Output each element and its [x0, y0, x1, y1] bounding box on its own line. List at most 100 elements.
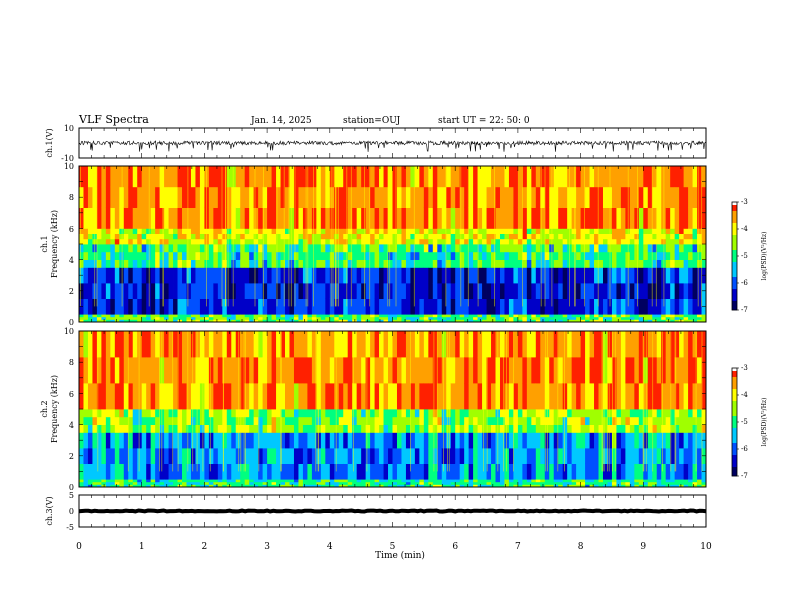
spectrogram-cell — [482, 432, 487, 449]
spectrogram-cell — [647, 244, 653, 253]
spectrogram-cell — [611, 424, 617, 433]
spectrogram-cell — [132, 166, 138, 188]
spectrogram-cell — [137, 416, 143, 425]
spectrogram-cell — [132, 331, 138, 358]
spectrogram-cell — [414, 314, 420, 318]
spectrogram-cell — [123, 316, 129, 320]
spectrogram-cell — [289, 448, 295, 464]
spectrogram-cell — [226, 481, 232, 485]
spectrogram-cell — [137, 357, 143, 384]
spectrogram-cell — [365, 479, 371, 483]
spectrogram-cell — [517, 244, 523, 253]
spectrogram-cell — [535, 357, 541, 384]
spectrogram-cell — [594, 314, 599, 318]
spectrogram-cell — [101, 314, 107, 318]
spectrogram-cell — [177, 484, 183, 488]
spectrogram-cell — [132, 228, 138, 234]
spectrogram-cell — [491, 481, 496, 485]
spectrogram-cell — [540, 186, 546, 208]
spectrogram-cell — [114, 424, 120, 433]
spectrogram-cell — [499, 481, 505, 485]
spectrogram-cell — [114, 244, 120, 253]
spectrogram-cell — [347, 424, 353, 433]
spectrogram-cell — [620, 298, 626, 315]
spectrogram-cell — [656, 448, 662, 464]
spectrogram-cell — [293, 233, 299, 240]
spectrogram-cell — [137, 316, 143, 320]
spectrogram-cell — [258, 409, 264, 418]
spectrogram-cell — [343, 233, 349, 240]
spectrogram-cell — [307, 238, 313, 245]
spectrogram-cell — [128, 448, 134, 464]
spectrogram-cell — [276, 166, 281, 188]
spectrogram-cell — [280, 316, 286, 320]
spectrogram-cell — [119, 316, 125, 320]
spectrogram-cell — [396, 432, 402, 449]
spectrogram-cell — [276, 251, 281, 260]
spectrogram-cell — [513, 479, 519, 483]
spectrogram-cell — [123, 298, 129, 315]
spectrogram-cell — [486, 432, 492, 449]
spectrogram-cell — [370, 463, 375, 480]
impulse-streak — [652, 331, 654, 472]
spectrogram-cell — [128, 357, 134, 384]
spectrogram-cell — [513, 316, 519, 320]
spectrogram-cell — [311, 186, 317, 208]
spectrogram-cell — [249, 484, 255, 488]
spectrogram-cell — [141, 484, 147, 488]
spectrogram-cell — [226, 479, 232, 483]
spectrogram-cell — [607, 314, 613, 318]
spectrogram-cell — [495, 316, 501, 320]
spectrogram-cell — [199, 383, 205, 410]
spectrogram-cell — [155, 259, 161, 268]
spectrogram-cell — [293, 484, 299, 488]
spectrogram-cell — [379, 484, 384, 488]
spectrogram-cell — [285, 479, 290, 483]
spectrogram-cell — [249, 409, 255, 418]
spectrogram-cell — [231, 463, 237, 480]
spectrogram-cell — [208, 233, 214, 240]
spectrogram-cell — [199, 316, 205, 320]
spectrogram-cell — [119, 424, 125, 433]
spectrogram-cell — [405, 319, 411, 323]
spectrogram-cell — [289, 357, 295, 384]
impulse-streak — [513, 331, 514, 472]
spectrogram-cell — [571, 424, 577, 433]
impulse-streak — [447, 331, 448, 472]
spectrogram-cell — [173, 484, 178, 488]
spectrogram-cell — [455, 244, 461, 253]
spectrogram-cell — [177, 259, 183, 268]
spectrogram-cell — [217, 479, 223, 483]
spectrogram-cell — [204, 331, 210, 358]
spectrogram-cell — [329, 481, 335, 485]
spectrogram-cell — [661, 319, 667, 323]
colorbar-step — [732, 223, 737, 227]
spectrogram-cell — [522, 463, 528, 480]
spectrogram-cell — [643, 409, 649, 418]
spectrogram-cell — [316, 233, 322, 240]
spectrogram-cell — [96, 463, 102, 480]
spectrogram-cell — [540, 228, 546, 234]
impulse-streak — [161, 331, 163, 472]
spectrogram-cell — [441, 251, 447, 260]
spectrogram-cell — [190, 251, 196, 260]
spectrogram-cell — [656, 186, 662, 208]
spectrogram-cell — [553, 448, 559, 464]
spectrogram-cell — [388, 484, 393, 488]
spectrogram-cell — [634, 409, 640, 418]
spectrogram-cell — [213, 186, 219, 208]
spectrogram-cell — [141, 383, 147, 410]
spectrogram-cell — [508, 207, 514, 229]
spectrogram-cell — [562, 316, 568, 320]
spectrogram-cell — [298, 484, 304, 488]
spectrogram-cell — [513, 424, 519, 433]
spectrogram-cell — [96, 251, 102, 260]
spectrogram-cell — [204, 298, 210, 315]
spectrogram-cell — [105, 238, 111, 245]
spectrogram-cell — [267, 316, 272, 320]
spectrogram-cell — [195, 298, 201, 315]
spectrogram-cell — [96, 283, 102, 299]
spectrogram-cell — [280, 479, 286, 483]
spectrogram-cell — [616, 484, 622, 488]
spectrogram-cell — [177, 481, 183, 485]
